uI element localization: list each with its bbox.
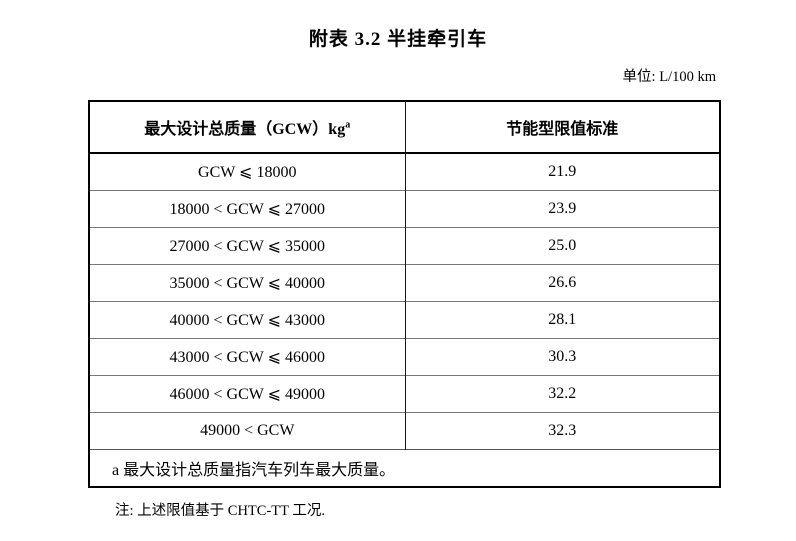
table-section: 单位: L/100 km 最大设计总质量（GCW）kga 节能型限值标准 GCW… xyxy=(88,65,721,520)
page-title: 附表 3.2 半挂牵引车 xyxy=(308,29,488,50)
limit-value-cell: 30.3 xyxy=(405,337,720,375)
unit-label: 单位: L/100 km xyxy=(622,69,716,85)
table-row: GCW ⩽ 18000 21.9 xyxy=(89,153,720,190)
col-header-gcw-label: 最大设计总质量（GCW）kg xyxy=(144,121,346,138)
gcw-range-cell: 49000 < GCW xyxy=(89,411,406,449)
limit-value-cell: 28.1 xyxy=(405,300,720,338)
table-header-row: 最大设计总质量（GCW）kga 节能型限值标准 xyxy=(89,101,720,154)
limit-value-cell: 21.9 xyxy=(548,162,577,180)
table-footnote: a 最大设计总质量指汽车列车最大质量。 xyxy=(89,448,720,487)
gcw-range-cell: 18000 < GCW ⩽ 27000 xyxy=(89,189,406,227)
gcw-range-cell: 43000 < GCW ⩽ 46000 xyxy=(89,337,406,375)
gcw-range-cell: 46000 < GCW ⩽ 49000 xyxy=(89,374,406,412)
fuel-limits-table: 最大设计总质量（GCW）kga 节能型限值标准 GCW ⩽ 18000 21.9… xyxy=(88,100,721,488)
limit-value-cell: 23.9 xyxy=(405,189,720,227)
gcw-range-cell: 35000 < GCW ⩽ 40000 xyxy=(89,263,406,301)
limit-value-cell: 26.6 xyxy=(405,263,720,301)
table-footnote-row: a 最大设计总质量指汽车列车最大质量。 xyxy=(89,448,720,487)
table-row: 27000 < GCW ⩽ 35000 25.0 xyxy=(89,226,720,264)
gcw-range-cell: GCW ⩽ 18000 xyxy=(89,153,406,190)
limit-value-cell: 32.2 xyxy=(405,374,720,412)
table-row: 18000 < GCW ⩽ 27000 23.9 xyxy=(89,189,720,227)
col-header-limit: 节能型限值标准 xyxy=(405,101,720,154)
limit-value-cell: 32.3 xyxy=(405,411,720,449)
col-header-gcw: 最大设计总质量（GCW）kga xyxy=(89,101,406,154)
table-row: 43000 < GCW ⩽ 46000 30.3 xyxy=(89,337,720,375)
gcw-range-cell: 40000 < GCW ⩽ 43000 xyxy=(89,300,406,338)
table-row: 35000 < GCW ⩽ 40000 26.6 xyxy=(89,263,720,301)
table-note: 注: 上述限值基于 CHTC-TT 工况. xyxy=(115,503,325,519)
gcw-range-cell: 27000 < GCW ⩽ 35000 xyxy=(89,226,406,264)
table-row: 40000 < GCW ⩽ 43000 28.1 xyxy=(89,300,720,338)
table-row: 49000 < GCW 32.3 xyxy=(89,411,720,449)
limit-value-cell: 25.0 xyxy=(405,226,720,264)
table-row: 46000 < GCW ⩽ 49000 32.2 xyxy=(89,374,720,412)
col-header-gcw-superscript: a xyxy=(345,119,351,131)
